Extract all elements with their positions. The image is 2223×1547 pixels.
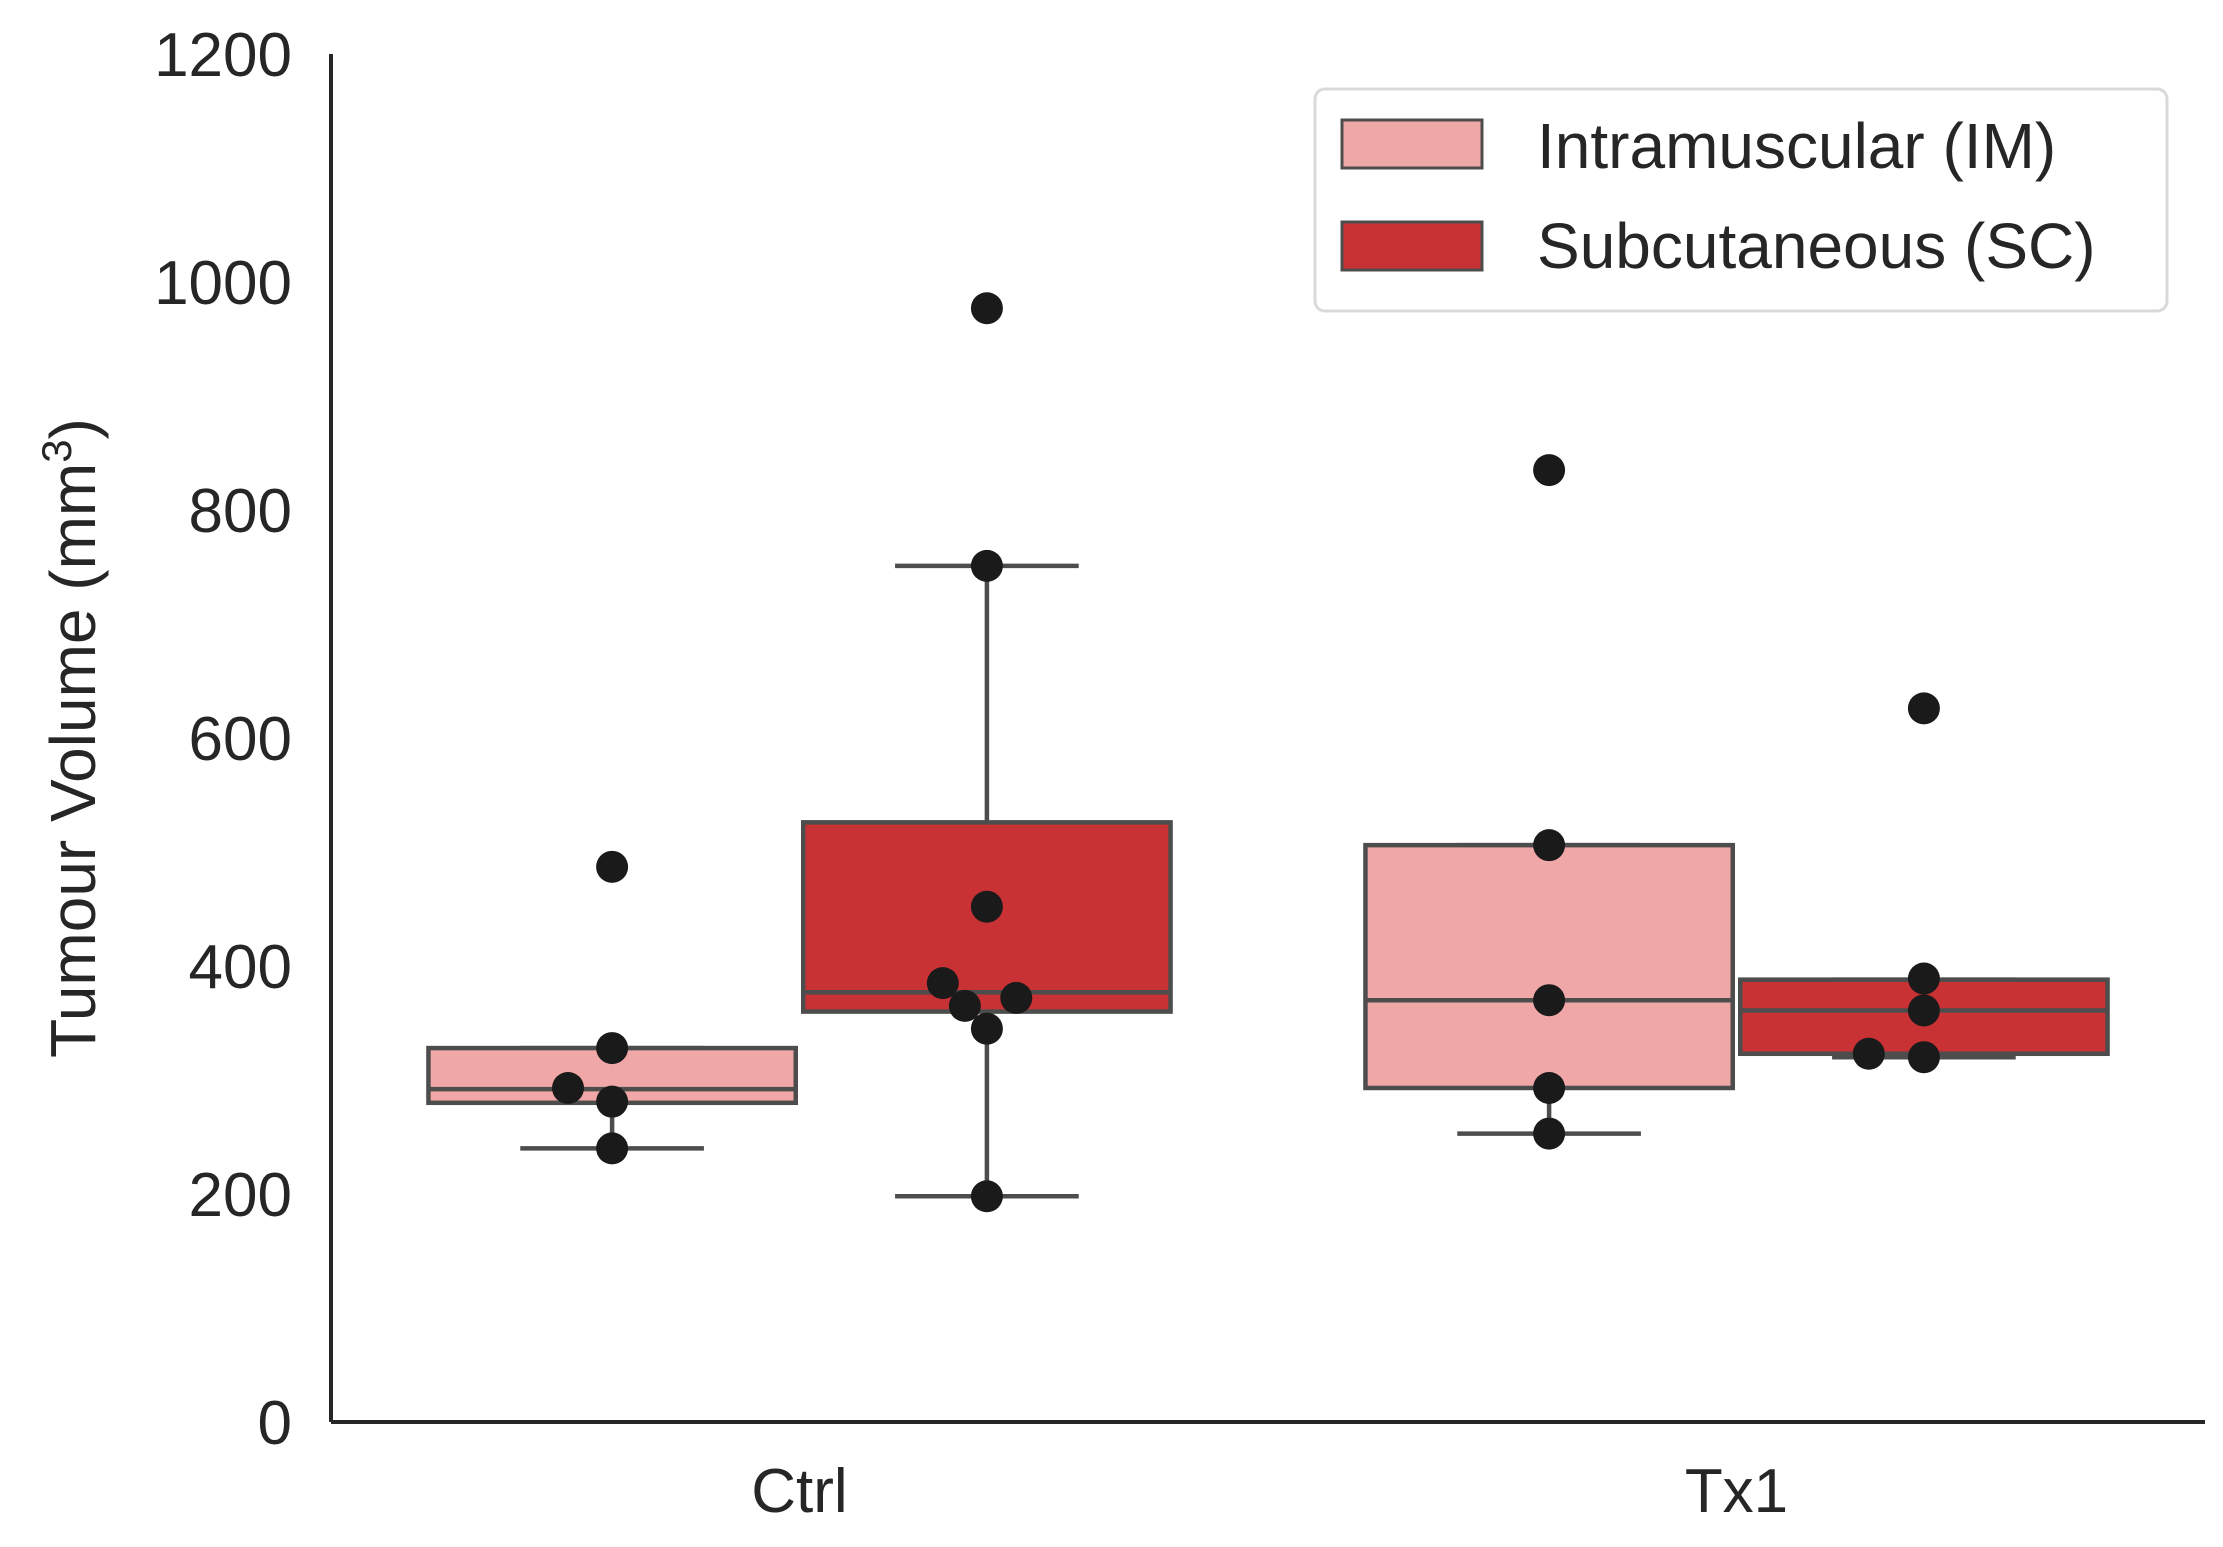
data-point [948,989,981,1022]
y-tick-label: 1200 [154,21,292,90]
data-point [1907,1041,1940,1074]
y-axis: 0 200 400 600 800 1000 1200 Tumour Volume (mm3… [33,21,333,1458]
data-point [596,850,629,883]
data-point [970,1012,1003,1045]
y-tick-labels: 0 200 400 600 800 1000 1200 [154,21,292,1458]
data-point [970,549,1003,582]
data-point [1533,1071,1566,1104]
data-point [970,292,1003,325]
y-tick-label: 1000 [154,249,292,318]
y-tick-label: 600 [189,705,292,774]
y-axis-title: Tumour Volume (mm3) [33,418,109,1058]
x-tick-labels: Ctrl Tx1 [751,1457,1788,1526]
data-point [970,890,1003,923]
y-tick-label: 0 [258,1389,292,1458]
y-tick-label: 200 [189,1161,292,1230]
data-point [596,1085,629,1118]
data-point [1852,1037,1885,1070]
data-point [970,1180,1003,1213]
y-tick-label: 400 [189,933,292,1002]
y-axis-title-superscript: 3 [33,439,80,462]
x-axis: Ctrl Tx1 [331,1420,2205,1526]
data-point [1000,981,1033,1014]
legend-swatch-im [1340,118,1484,170]
data-point [1907,962,1940,995]
data-point [552,1071,585,1104]
data-point [1533,829,1566,862]
plot-area [426,292,2110,1213]
box-group [800,563,1173,1199]
legend-swatch-sc [1340,220,1484,272]
data-point [1907,692,1940,725]
data-point [1533,984,1566,1017]
data-point [926,967,959,1000]
y-tick-label: 800 [189,477,292,546]
data-point [596,1032,629,1065]
x-tick-label: Tx1 [1685,1457,1788,1526]
legend-frame [1313,87,2169,313]
box-iqr [1363,842,1736,1091]
legend-label-sc: Subcutaneous (SC) [1537,210,2096,282]
data-point [1533,1117,1566,1150]
y-axis-title-close: ) [37,418,109,439]
legend: Intramuscular (IM) Subcutaneous (SC) [1313,87,2169,313]
x-tick-label: Ctrl [751,1457,847,1526]
data-point [1533,454,1566,487]
data-point [1907,994,1940,1027]
data-point [596,1132,629,1165]
legend-label-im: Intramuscular (IM) [1537,110,2056,182]
y-axis-title-main: Tumour Volume (mm [37,463,109,1058]
